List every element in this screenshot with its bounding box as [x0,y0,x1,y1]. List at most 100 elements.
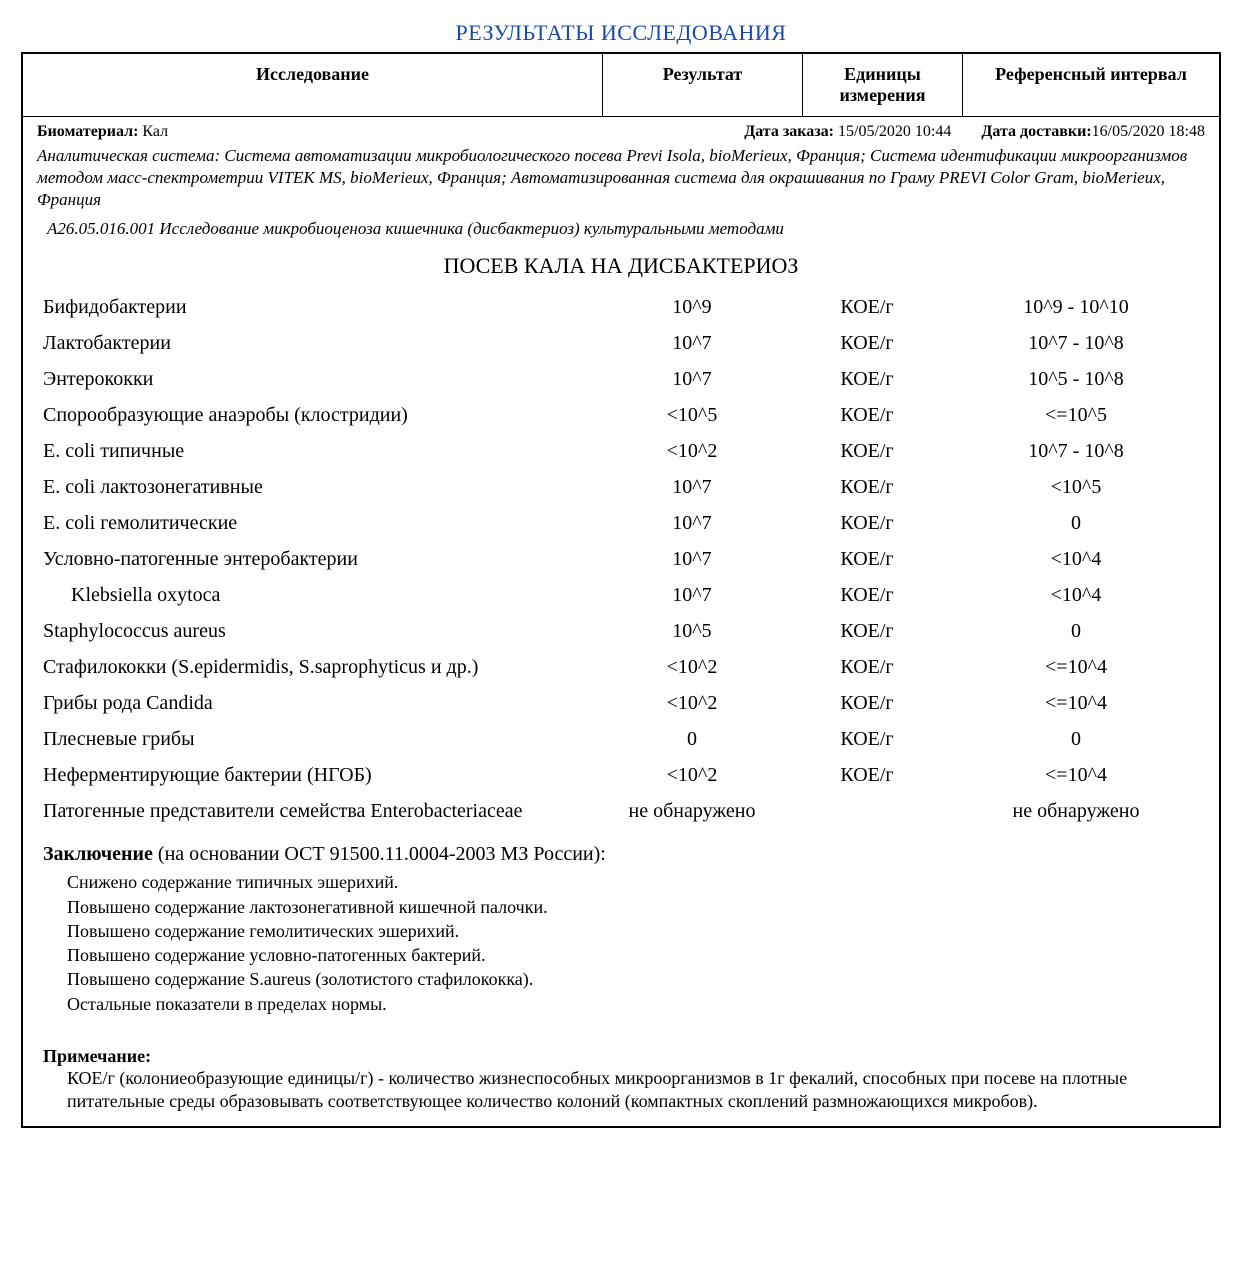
order-val: 15/05/2020 10:44 [838,123,951,140]
report-title: РЕЗУЛЬТАТЫ ИССЛЕДОВАНИЯ [21,20,1221,46]
result-units: КОЕ/г [787,577,947,613]
conclusion-title: Заключение (на основании ОСТ 91500.11.00… [43,843,1205,866]
conclusion-line: Остальные показатели в пределах нормы. [67,992,1205,1016]
result-row: Грибы рода Candida<10^2КОЕ/г<=10^4 [37,685,1205,721]
result-ref: <=10^5 [947,397,1205,433]
delivery-val: 16/05/2020 18:48 [1092,123,1205,140]
result-row: Спорообразующие анаэробы (клостридии)<10… [37,397,1205,433]
meta-line: Биоматериал: Кал Дата заказа: 15/05/2020… [37,123,1205,141]
section-title: ПОСЕВ КАЛА НА ДИСБАКТЕРИОЗ [37,253,1205,279]
result-name: Спорообразующие анаэробы (клостридии) [37,397,597,433]
result-units: КОЕ/г [787,505,947,541]
result-units: КОЕ/г [787,361,947,397]
result-name: Плесневые грибы [37,721,597,757]
col-result: Результат [603,54,803,116]
conclusion-line: Повышено содержание S.aureus (золотистог… [67,967,1205,991]
note-text: КОЕ/г (колониеобразующие единицы/г) - ко… [43,1067,1205,1114]
result-ref: 10^7 - 10^8 [947,325,1205,361]
result-units: КОЕ/г [787,721,947,757]
col-units: Единицы измерения [803,54,963,116]
col-study: Исследование [23,54,603,116]
result-name: Патогенные представители семейства Enter… [37,793,597,829]
result-value: 10^9 [597,289,787,325]
result-value: 10^7 [597,469,787,505]
result-row: E. coli лактозонегативные10^7КОЕ/г<10^5 [37,469,1205,505]
result-ref: <10^4 [947,577,1205,613]
result-name: E. coli гемолитические [37,505,597,541]
result-value: 10^7 [597,505,787,541]
delivery-date: Дата доставки:16/05/2020 18:48 [981,123,1205,141]
result-row: Патогенные представители семейства Enter… [37,793,1205,829]
result-ref: не обнаружено [947,793,1205,829]
result-value: <10^2 [597,433,787,469]
result-value: <10^2 [597,649,787,685]
result-name: Лактобактерии [37,325,597,361]
result-ref: 10^5 - 10^8 [947,361,1205,397]
conclusion-lines: Снижено содержание типичных эшерихий.Пов… [43,870,1205,1016]
result-ref: <10^4 [947,541,1205,577]
result-value: <10^5 [597,397,787,433]
result-row: Klebsiella oxytoca10^7КОЕ/г<10^4 [37,577,1205,613]
col-ref: Референсный интервал [963,54,1219,116]
result-name: Бифидобактерии [37,289,597,325]
report-frame: Исследование Результат Единицы измерения… [21,52,1221,1128]
note-block: Примечание: КОЕ/г (колониеобразующие еди… [37,1046,1205,1114]
result-row: E. coli гемолитические10^7КОЕ/г0 [37,505,1205,541]
result-value: не обнаружено [597,793,787,829]
note-title: Примечание: [43,1046,1205,1067]
report-page: РЕЗУЛЬТАТЫ ИССЛЕДОВАНИЯ Исследование Рез… [21,20,1221,1128]
result-ref: 0 [947,613,1205,649]
result-units: КОЕ/г [787,325,947,361]
result-value: 10^7 [597,361,787,397]
result-name: Энтерококки [37,361,597,397]
report-body: Биоматериал: Кал Дата заказа: 15/05/2020… [23,117,1219,1126]
biomat-lbl: Биоматериал: [37,123,138,140]
result-value: 10^5 [597,613,787,649]
result-row: Лактобактерии10^7КОЕ/г10^7 - 10^8 [37,325,1205,361]
result-units: КОЕ/г [787,685,947,721]
result-name: Грибы рода Candida [37,685,597,721]
result-ref: 0 [947,721,1205,757]
result-name: E. coli типичные [37,433,597,469]
result-row: Staphylococcus aureus10^5КОЕ/г0 [37,613,1205,649]
result-row: Энтерококки10^7КОЕ/г10^5 - 10^8 [37,361,1205,397]
conclusion-bold: Заключение [43,843,153,865]
result-units: КОЕ/г [787,541,947,577]
biomaterial-label: Биоматериал: Кал [37,123,168,141]
table-header: Исследование Результат Единицы измерения… [23,54,1219,117]
result-ref: <=10^4 [947,757,1205,793]
result-value: <10^2 [597,685,787,721]
result-row: Бифидобактерии10^9КОЕ/г10^9 - 10^10 [37,289,1205,325]
result-units: КОЕ/г [787,397,947,433]
result-value: 10^7 [597,325,787,361]
result-ref: <=10^4 [947,649,1205,685]
conclusion-line: Повышено содержание лактозонегативной ки… [67,895,1205,919]
result-name: Неферментирующие бактерии (НГОБ) [37,757,597,793]
result-value: 0 [597,721,787,757]
result-units: КОЕ/г [787,433,947,469]
result-ref: 0 [947,505,1205,541]
result-row: Стафилококки (S.epidermidis, S.saprophyt… [37,649,1205,685]
result-units: КОЕ/г [787,649,947,685]
result-name: Условно-патогенные энтеробактерии [37,541,597,577]
result-value: 10^7 [597,541,787,577]
conclusion-block: Заключение (на основании ОСТ 91500.11.00… [37,843,1205,1016]
biomat-val: Кал [142,123,168,140]
result-ref: 10^7 - 10^8 [947,433,1205,469]
result-units: КОЕ/г [787,757,947,793]
delivery-lbl: Дата доставки: [981,123,1091,140]
order-date: Дата заказа: 15/05/2020 10:44 [744,123,951,141]
result-value: <10^2 [597,757,787,793]
conclusion-line: Повышено содержание условно-патогенных б… [67,943,1205,967]
result-row: Неферментирующие бактерии (НГОБ)<10^2КОЕ… [37,757,1205,793]
result-name: Staphylococcus aureus [37,613,597,649]
order-lbl: Дата заказа: [744,123,834,140]
result-ref: 10^9 - 10^10 [947,289,1205,325]
conclusion-line: Снижено содержание типичных эшерихий. [67,870,1205,894]
result-units: КОЕ/г [787,289,947,325]
result-name: Klebsiella oxytoca [37,577,597,613]
study-code: А26.05.016.001 Исследование микробиоцено… [37,219,1205,239]
analytic-system: Аналитическая система: Система автоматиз… [37,145,1205,211]
result-row: E. coli типичные<10^2КОЕ/г10^7 - 10^8 [37,433,1205,469]
result-row: Плесневые грибы0КОЕ/г0 [37,721,1205,757]
